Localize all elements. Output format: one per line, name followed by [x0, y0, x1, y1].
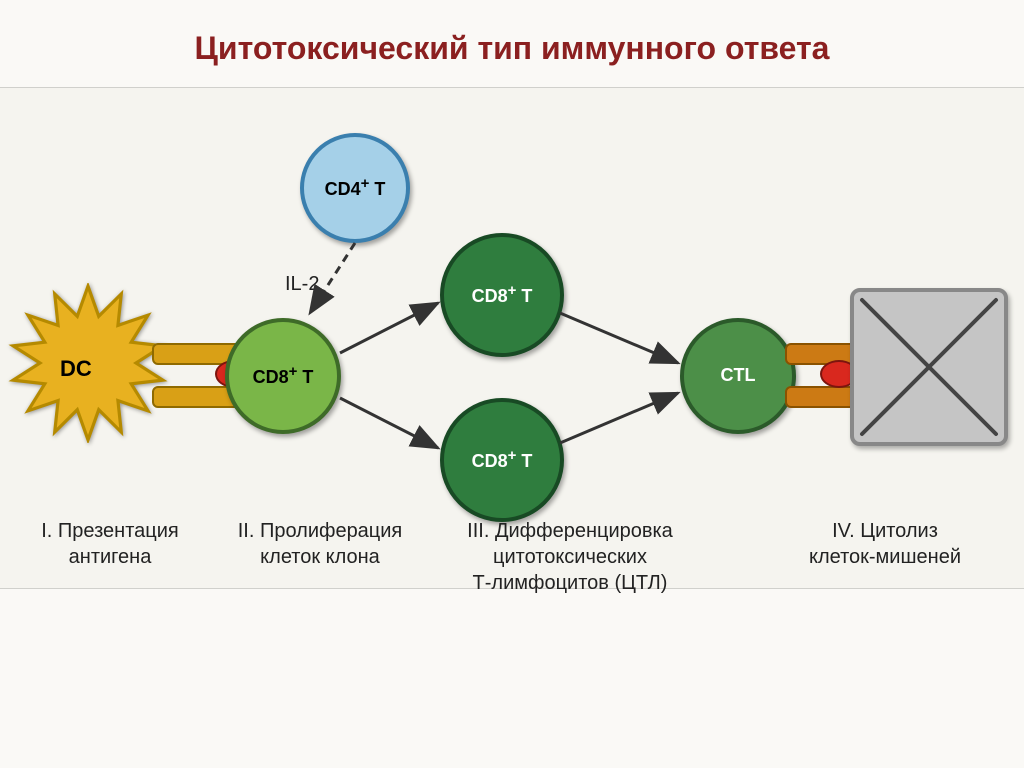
ctl-cell: CTL	[680, 318, 796, 434]
cd8-prolif-top: CD8+ T	[440, 233, 564, 357]
diagram-canvas: DC CD4+ T CD8+ T CD8+ T CD8+ T CTL IL-2	[0, 87, 1024, 589]
cd8-prolif-bot: CD8+ T	[440, 398, 564, 522]
cd8-top-label: CD8+ T	[472, 283, 533, 307]
stage-3: III. ДифференцировкацитотоксическихТ-лим…	[410, 518, 730, 596]
cd8-main-label: CD8+ T	[253, 364, 314, 388]
diagram-title: Цитотоксический тип иммунного ответа	[0, 0, 1024, 87]
target-cell	[850, 288, 1008, 446]
cd4-label: CD4+ T	[325, 176, 386, 200]
ctl-label: CTL	[721, 366, 756, 386]
cd8-bot-label: CD8+ T	[472, 448, 533, 472]
stage-2: II. Пролиферацияклеток клона	[210, 518, 430, 570]
cross-icon	[854, 292, 1004, 442]
stage-1: I. Презентацияантигена	[10, 518, 210, 570]
il2-label: IL-2	[285, 273, 319, 296]
cd4-cell: CD4+ T	[300, 133, 410, 243]
dc-label: DC	[60, 356, 92, 382]
stage-4: IV. Цитолизклеток-мишеней	[760, 518, 1010, 570]
cd8-main-cell: CD8+ T	[225, 318, 341, 434]
